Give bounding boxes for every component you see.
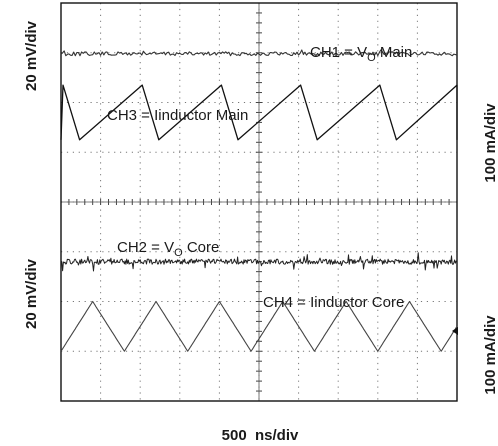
plot-frame: [60, 2, 458, 402]
ch3-trace: [60, 84, 458, 141]
ch1-label: CH1 = VO Main: [310, 44, 412, 64]
left-top-scale-label: 20 mV/div: [23, 20, 40, 91]
ch4-position-marker: [452, 327, 458, 335]
ch1-trace: [60, 49, 458, 57]
x-axis-label: 500 ns/div: [222, 427, 299, 444]
ch4-label: CH4 = Iinductor Core: [263, 294, 404, 311]
scope-grid: [60, 2, 458, 402]
right-top-scale-label: 100 mA/div: [482, 103, 498, 183]
traces: [60, 49, 458, 352]
ch4-trace: [60, 300, 458, 352]
right-bottom-scale-label: 100 mA/div: [482, 315, 498, 395]
left-bottom-scale-label: 20 mV/div: [23, 258, 40, 329]
ch2-trace: [60, 252, 458, 272]
ch3-label: CH3 = Iinductor Main: [107, 107, 248, 124]
ch2-label: CH2 = VO Core: [117, 239, 219, 259]
